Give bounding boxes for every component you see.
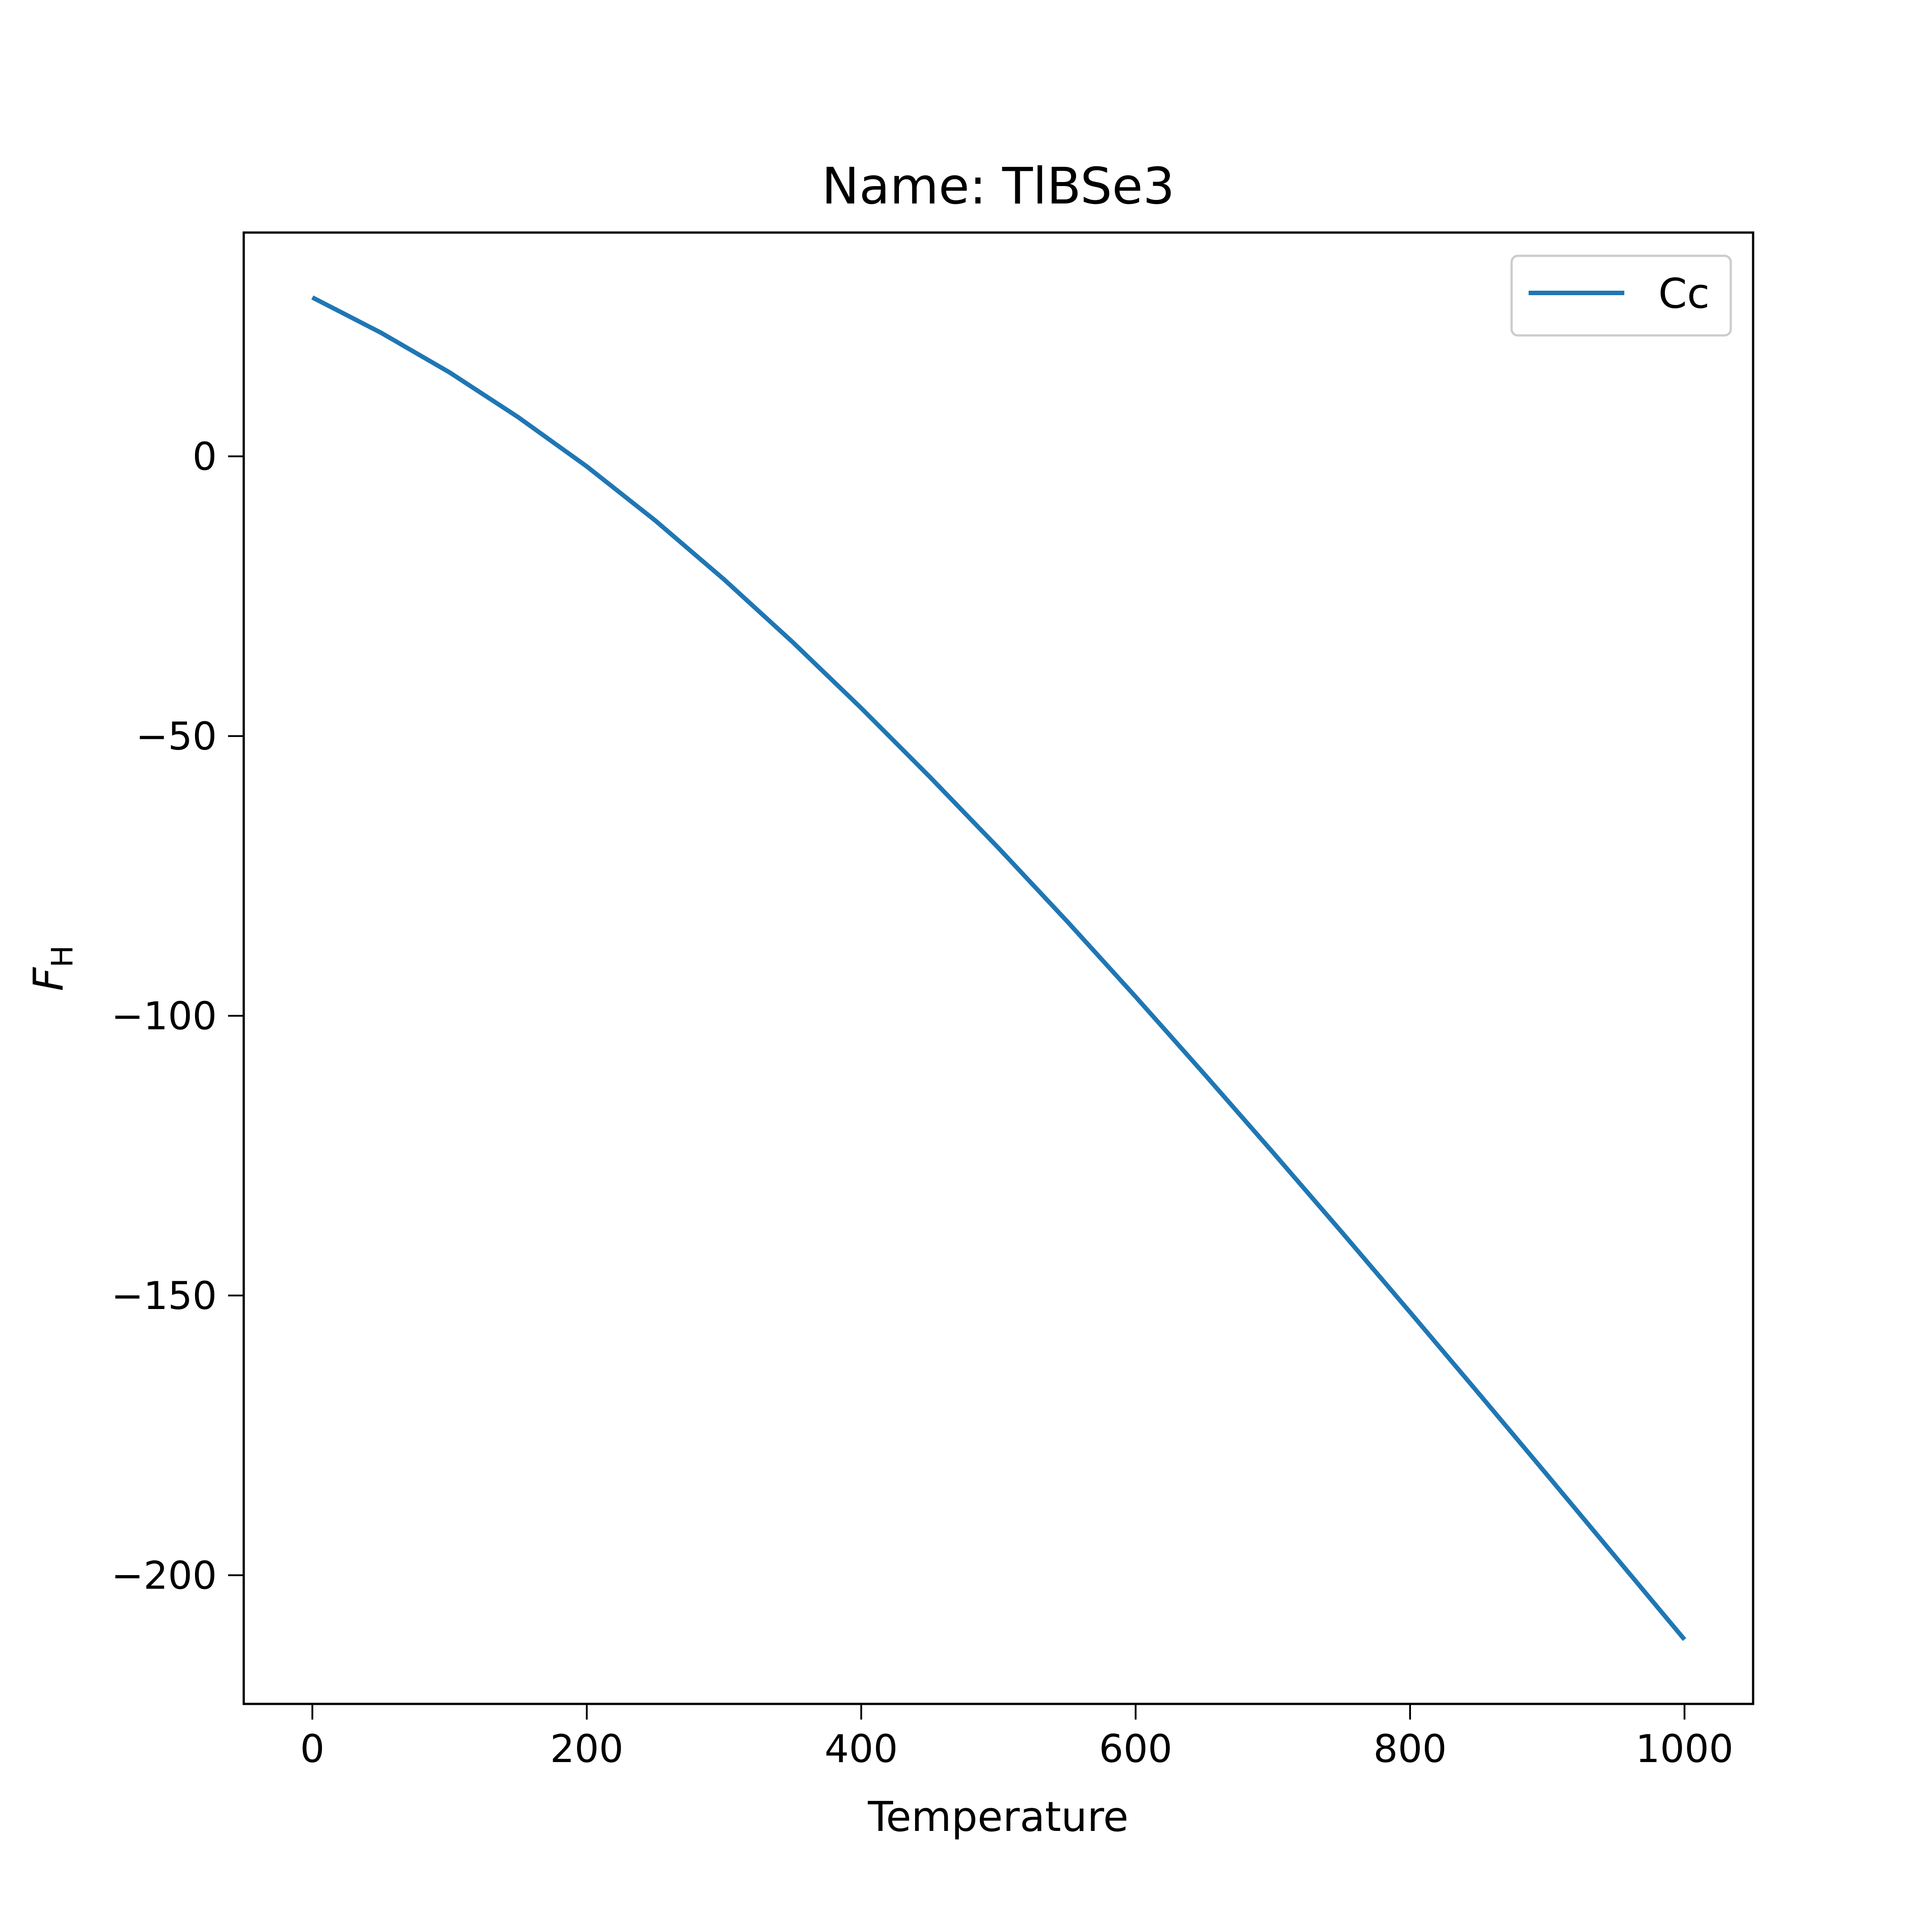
legend-box [1510, 254, 1732, 337]
x-tick-label: 200 [550, 1727, 623, 1771]
y-tick-label: −200 [111, 1553, 217, 1598]
y-tick-label: −50 [136, 714, 217, 759]
y-axis-label: FH [25, 945, 80, 991]
axes-frame [242, 231, 1754, 1705]
plot-area [242, 231, 1754, 1705]
chart-title: Name: TlBSe3 [822, 157, 1174, 216]
x-axis-label: Temperature [868, 1793, 1129, 1841]
x-tick-label: 800 [1373, 1727, 1447, 1771]
y-tick-label: −100 [111, 994, 217, 1038]
y-tick-label: −150 [111, 1274, 217, 1318]
y-axis-label-subscript: H [45, 945, 80, 968]
legend-label-cc: Cc [1658, 270, 1710, 318]
y-axis-ticks: 0 −50 −100 −150 −200 [111, 434, 244, 1598]
y-axis-label-main: F [25, 967, 72, 991]
line-layer [311, 295, 1686, 1641]
x-tick-label: 1000 [1635, 1727, 1733, 1771]
x-axis-ticks: 0 200 400 600 800 1000 [300, 1704, 1733, 1771]
series-line-cc [311, 295, 1686, 1641]
legend: Cc [1510, 254, 1732, 337]
x-tick-label: 400 [825, 1727, 898, 1771]
x-tick-label: 600 [1099, 1727, 1172, 1771]
y-tick-label: 0 [192, 434, 217, 479]
x-tick-label: 0 [300, 1727, 325, 1771]
